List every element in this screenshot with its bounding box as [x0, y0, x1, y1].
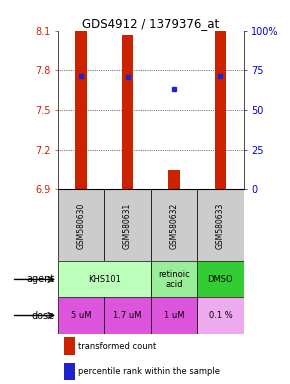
Text: 0.1 %: 0.1 % [209, 311, 232, 320]
Bar [197, 298, 244, 334]
Text: agent: agent [27, 275, 55, 285]
Bar [58, 262, 151, 298]
Text: 1 uM: 1 uM [164, 311, 184, 320]
Bar [151, 298, 197, 334]
Bar [104, 189, 151, 262]
Bar [197, 262, 244, 298]
Bar [122, 35, 133, 189]
Text: transformed count: transformed count [78, 342, 157, 351]
Bar [58, 189, 104, 262]
Text: KHS101: KHS101 [88, 275, 121, 284]
Text: GSM580630: GSM580630 [77, 202, 86, 248]
Bar [168, 169, 180, 189]
Text: 5 uM: 5 uM [71, 311, 91, 320]
Bar [151, 189, 197, 262]
Text: GSM580632: GSM580632 [169, 202, 179, 248]
Text: 1.7 uM: 1.7 uM [113, 311, 142, 320]
Bar [151, 262, 197, 298]
Text: GSM580633: GSM580633 [216, 202, 225, 248]
Text: percentile rank within the sample: percentile rank within the sample [78, 367, 220, 376]
Title: GDS4912 / 1379376_at: GDS4912 / 1379376_at [82, 17, 220, 30]
Bar [215, 31, 226, 189]
Bar [104, 298, 151, 334]
Text: GSM580631: GSM580631 [123, 202, 132, 248]
Text: DMSO: DMSO [208, 275, 233, 284]
Text: retinoic
acid: retinoic acid [158, 270, 190, 289]
Bar [197, 189, 244, 262]
Bar [58, 298, 104, 334]
Text: dose: dose [32, 311, 55, 321]
Bar [75, 31, 87, 189]
